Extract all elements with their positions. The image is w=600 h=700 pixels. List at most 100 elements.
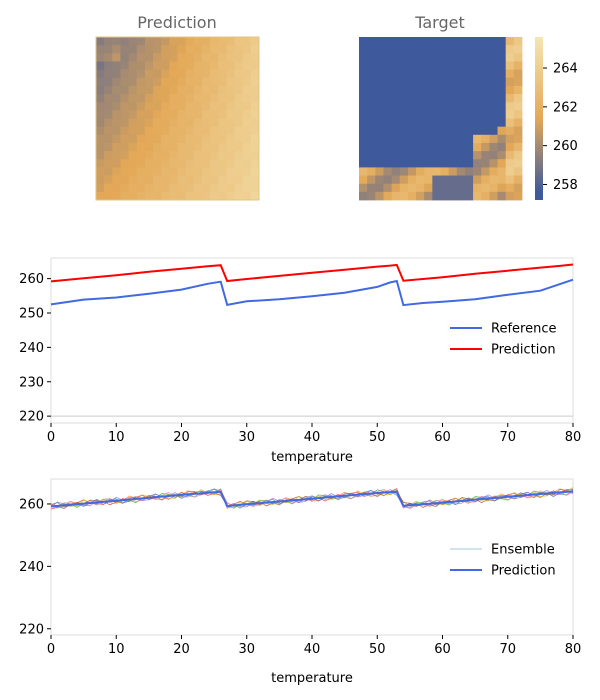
heatmap-cell xyxy=(144,37,154,46)
prediction-line xyxy=(50,490,574,508)
heatmap-cell xyxy=(513,142,523,152)
heatmap-cell xyxy=(144,69,154,79)
heatmap-cell xyxy=(464,167,474,176)
chart1-xlabel: temperature xyxy=(271,450,353,465)
heatmap-cell xyxy=(136,183,146,193)
heatmap-cell xyxy=(161,110,170,119)
heatmap-cell xyxy=(218,77,227,87)
heatmap-cell xyxy=(513,77,523,87)
heatmap-cell xyxy=(505,110,515,119)
heatmap-cell xyxy=(473,183,482,193)
heatmap-cell xyxy=(218,118,227,128)
heatmap-cell xyxy=(185,94,195,103)
heatmap-cell xyxy=(136,159,146,168)
heatmap-cell xyxy=(250,175,260,185)
heatmap-cell xyxy=(375,37,384,46)
heatmap-cell xyxy=(177,45,187,54)
heatmap-cell xyxy=(456,85,466,95)
heatmap-cell xyxy=(161,53,170,62)
heatmap-cell xyxy=(250,183,260,193)
heatmap-cell xyxy=(367,37,376,46)
heatmap-cell xyxy=(242,53,252,62)
heatmap-cell xyxy=(169,85,178,95)
heatmap-cell xyxy=(391,159,401,168)
heatmap-cell xyxy=(424,134,433,144)
heatmap-cell xyxy=(375,151,384,160)
heatmap-cell xyxy=(161,159,170,168)
heatmap-cell xyxy=(440,94,450,103)
heatmap-cell xyxy=(391,85,401,95)
heatmap-cell xyxy=(120,53,129,62)
heatmap-cell xyxy=(234,69,244,79)
heatmap-cell xyxy=(169,37,178,46)
heatmap-cell xyxy=(226,134,235,144)
heatmap-cell xyxy=(153,53,162,62)
heatmap-cell xyxy=(104,183,113,193)
heatmap-cell xyxy=(104,118,113,128)
heatmap-cell xyxy=(424,102,433,111)
heatmap-cell xyxy=(416,191,425,201)
heatmap-cell xyxy=(193,175,203,185)
heatmap-cell xyxy=(112,61,121,70)
heatmap-cell xyxy=(424,53,433,62)
heatmap-cell xyxy=(424,142,433,152)
heatmap-cell xyxy=(375,69,384,79)
heatmap-cell xyxy=(234,159,244,168)
y-tick-label: 260 xyxy=(19,272,44,287)
heatmap-cell xyxy=(391,69,401,79)
heatmap-cell xyxy=(505,151,515,160)
heatmap-cell xyxy=(177,151,187,160)
heatmap-cell xyxy=(391,175,401,185)
heatmap-cell xyxy=(128,159,138,168)
heatmap-cell xyxy=(407,102,417,111)
heatmap-cell xyxy=(456,77,466,87)
heatmap-cell xyxy=(375,167,384,176)
heatmap-cell xyxy=(234,45,244,54)
heatmap-cell xyxy=(120,167,129,176)
heatmap-cell xyxy=(201,69,211,79)
heatmap-cell xyxy=(367,183,376,193)
heatmap-cell xyxy=(96,151,105,160)
heatmap-cell xyxy=(464,37,474,46)
legend-label: Ensemble xyxy=(491,543,555,558)
heatmap-cell xyxy=(120,183,129,193)
heatmap-cell xyxy=(128,191,138,201)
heatmap-cell xyxy=(128,77,138,87)
heatmap-cell xyxy=(169,126,178,136)
heatmap-cell xyxy=(432,53,441,62)
heatmap-cell xyxy=(234,151,244,160)
heatmap-cell xyxy=(497,61,507,70)
heatmap-cell xyxy=(473,45,482,54)
y-tick-label: 220 xyxy=(19,622,44,637)
heatmap-cell xyxy=(456,167,466,176)
heatmap-cell xyxy=(440,110,450,119)
heatmap-cell xyxy=(464,159,474,168)
heatmap-cell xyxy=(464,151,474,160)
heatmap-cell xyxy=(120,69,129,79)
heatmap-cell xyxy=(112,85,121,95)
heatmap-cell xyxy=(128,37,138,46)
heatmap-cell xyxy=(128,126,138,136)
heatmap-cell xyxy=(440,151,450,160)
heatmap-cell xyxy=(218,53,227,62)
heatmap-cell xyxy=(120,85,129,95)
heatmap-cell xyxy=(359,77,368,87)
heatmap-cell xyxy=(375,110,384,119)
heatmap-cell xyxy=(489,53,498,62)
heatmap-cell xyxy=(234,175,244,185)
heatmap-cell xyxy=(242,134,252,144)
heatmap-cell xyxy=(481,175,490,185)
heatmap-cell xyxy=(144,45,154,54)
heatmap-cell xyxy=(250,151,260,160)
heatmap-cell xyxy=(112,45,121,54)
heatmap-cell xyxy=(505,77,515,87)
colorbar-tick-label: 264 xyxy=(553,62,578,77)
heatmap-cell xyxy=(391,61,401,70)
heatmap-cell xyxy=(432,151,441,160)
heatmap-cell xyxy=(497,167,507,176)
heatmap-cell xyxy=(489,69,498,79)
heatmap-cell xyxy=(210,183,219,193)
heatmap-cell xyxy=(96,53,105,62)
x-tick-label: 50 xyxy=(369,642,386,657)
heatmap-cell xyxy=(128,110,138,119)
